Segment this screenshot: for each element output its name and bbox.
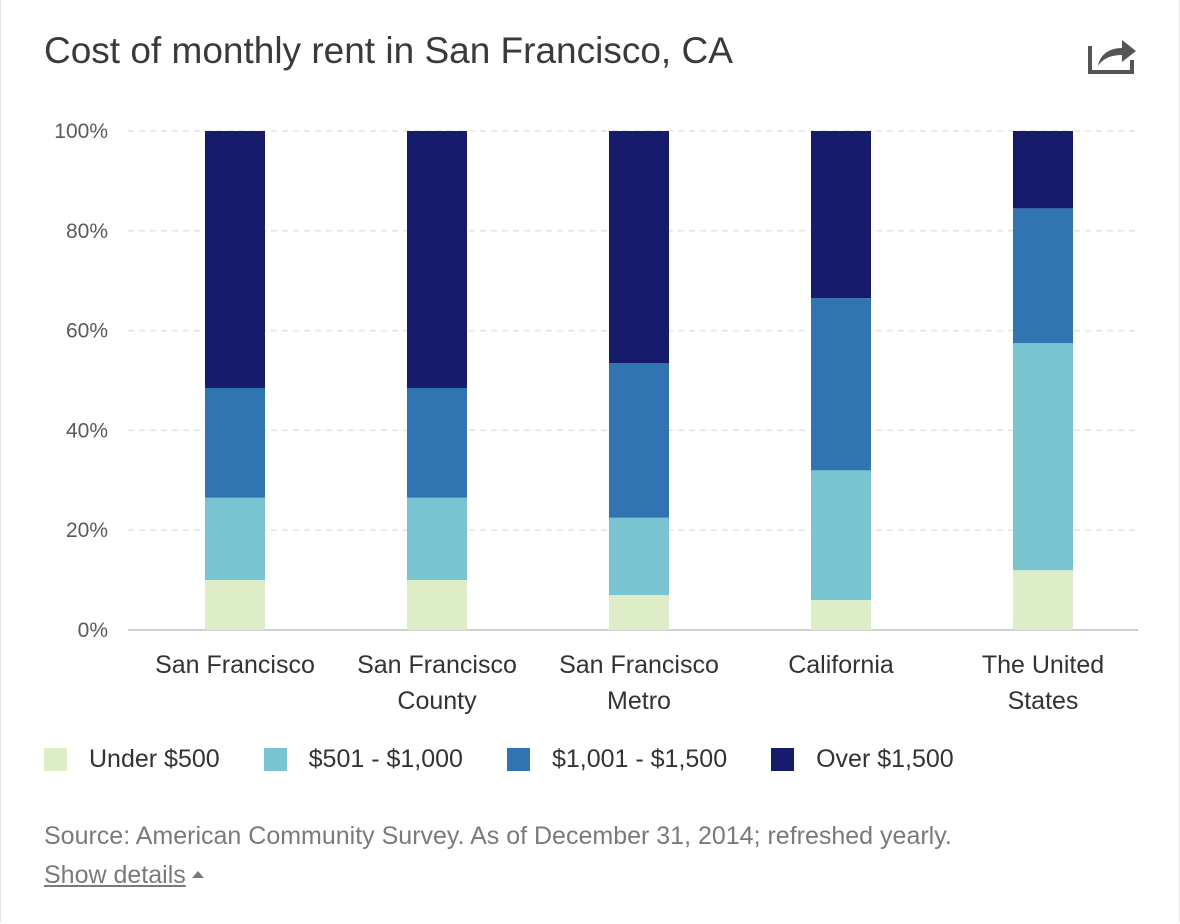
y-tick-label: 100% <box>54 120 108 143</box>
bar-segment[interactable] <box>407 387 467 498</box>
bar-segment[interactable] <box>205 131 265 388</box>
show-details-link[interactable]: Show details <box>44 861 204 890</box>
share-arrow-icon[interactable] <box>1086 32 1140 76</box>
bar-segment[interactable] <box>1013 343 1073 571</box>
legend-swatch <box>44 748 67 771</box>
legend-item[interactable]: Under $500 <box>44 745 220 774</box>
legend-swatch <box>263 748 287 771</box>
x-category-label: San Francisco <box>155 651 315 679</box>
x-category-label: Metro <box>607 687 671 715</box>
y-tick-label: 0% <box>78 619 108 642</box>
bar-segment[interactable] <box>609 131 669 364</box>
x-category-label: San Francisco <box>357 651 517 679</box>
bar-segment[interactable] <box>811 470 871 601</box>
bar-segment[interactable] <box>811 600 871 630</box>
legend-item[interactable]: Over $1,500 <box>771 745 954 774</box>
bar-segment[interactable] <box>205 580 265 630</box>
chart-title: Cost of monthly rent in San Francisco, C… <box>44 30 733 71</box>
y-tick-label: 20% <box>66 519 108 542</box>
bar-segment[interactable] <box>609 363 669 518</box>
bar-segment[interactable] <box>1013 570 1073 630</box>
bar-segment[interactable] <box>407 131 467 388</box>
bar-segment[interactable] <box>1013 208 1073 344</box>
caret-up-icon <box>191 871 204 878</box>
bar-segment[interactable] <box>407 580 467 630</box>
y-tick-label: 80% <box>66 220 108 243</box>
legend-label: $1,001 - $1,500 <box>551 745 728 773</box>
x-category-label: San Francisco <box>559 651 719 679</box>
bar-segment[interactable] <box>407 497 467 581</box>
stacked-bar-chart: 0% 20% 40% 60% 80% 100% San Francisco San Franc… <box>54 120 1138 715</box>
bar-segment[interactable] <box>811 131 871 299</box>
x-category-label: California <box>788 651 894 679</box>
source-note: Source: American Community Survey. As of… <box>44 822 952 850</box>
bar-segment[interactable] <box>205 387 265 498</box>
x-category-label: The United <box>982 651 1104 679</box>
x-category-label: County <box>397 687 477 715</box>
show-details-label: Show details <box>44 861 186 889</box>
legend-label: Under $500 <box>89 745 220 773</box>
legend-swatch <box>506 748 530 771</box>
x-category-label: States <box>1008 687 1079 715</box>
bar-segment[interactable] <box>1013 131 1073 209</box>
bar-segment[interactable] <box>205 497 265 581</box>
bar-segment[interactable] <box>609 517 669 596</box>
y-tick-label: 60% <box>66 320 108 343</box>
legend-swatch <box>771 748 795 771</box>
legend-label: $501 - $1,000 <box>308 745 463 773</box>
chart-legend: Under $500 $501 - $1,000 $1,001 - $1,500 Ov… <box>44 745 998 774</box>
legend-item[interactable]: $1,001 - $1,500 <box>506 745 728 774</box>
bar-segment[interactable] <box>609 595 669 630</box>
y-tick-label: 40% <box>66 419 108 442</box>
bar-segment[interactable] <box>811 298 871 471</box>
legend-label: Over $1,500 <box>816 745 954 773</box>
legend-item[interactable]: $501 - $1,000 <box>263 745 463 774</box>
